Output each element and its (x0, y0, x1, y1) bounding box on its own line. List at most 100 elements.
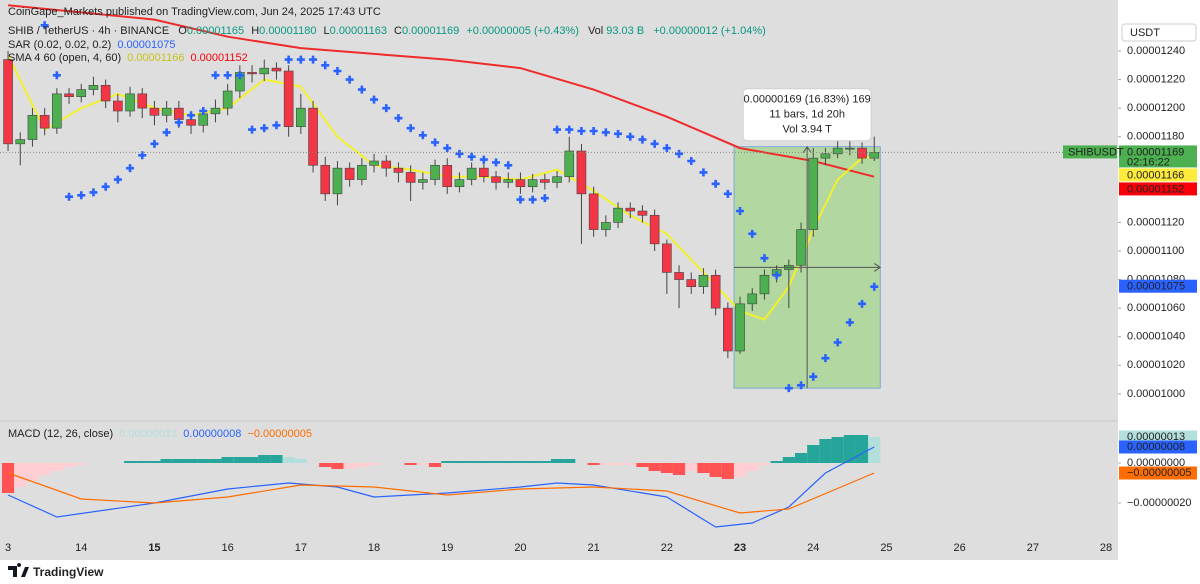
x-tick-label: 25 (880, 542, 892, 554)
candle-body (271, 67, 282, 72)
histogram-bar (648, 463, 661, 471)
sar-dot (711, 179, 720, 188)
histogram-bar (221, 457, 234, 463)
sar-dot (723, 189, 732, 198)
sar-dot (431, 138, 440, 147)
candle-body (466, 167, 477, 180)
candle-body (796, 229, 806, 266)
publisher: CoinGape_Markets published on TradingVie… (8, 6, 381, 18)
x-tick-label: 17 (295, 542, 307, 554)
symbol-tag (1063, 145, 1117, 159)
candle-body (149, 107, 160, 116)
sar-dot (370, 95, 379, 104)
price-tag-label: 0.00001152 (1127, 183, 1184, 195)
candle-body (479, 167, 489, 178)
sar-dot (467, 152, 476, 161)
sar-dot (809, 372, 818, 381)
ohlc-key: L (324, 25, 330, 37)
y-tick-label: 0.00001220 (1127, 73, 1185, 85)
histogram-bar (233, 457, 246, 463)
sar-dot (455, 149, 464, 158)
histogram-bar (197, 459, 210, 463)
histogram-bar (538, 461, 551, 463)
sar-dot (797, 381, 806, 390)
histogram-bar (636, 463, 649, 467)
histogram-bar (502, 461, 515, 463)
sar-dot (443, 144, 452, 153)
macd-tag-label: 0.00000013 (1127, 431, 1185, 443)
candle-body (723, 307, 733, 352)
sma-legend: SMA 4 60 (open, 4, 60) 0.00001166 0.000011… (8, 52, 248, 64)
histogram-bar (294, 459, 307, 463)
histogram-bar (685, 463, 698, 471)
histogram-bar (855, 435, 869, 463)
price-tag (1119, 182, 1197, 196)
histogram-bar (660, 463, 673, 473)
candle-body (601, 222, 611, 230)
candle-body (137, 93, 148, 109)
candle-body (674, 272, 684, 280)
candle-body (832, 147, 843, 155)
x-tick-label: 14 (75, 542, 87, 554)
y-tick-label: 0.00001240 (1127, 45, 1185, 57)
macd-title: MACD (12, 26, close) (8, 428, 113, 440)
sar-dot (784, 384, 793, 393)
sma-value: 0.00001166 (127, 52, 184, 64)
candle-body (161, 107, 172, 116)
sar-dot (540, 194, 549, 203)
macd-pane (1, 435, 881, 528)
candle-body (259, 67, 270, 75)
vol-change: +0.00000012 (+1.04%) (653, 25, 766, 37)
ohlc-key: H (251, 25, 259, 37)
candle-body (637, 210, 648, 216)
sma-name: SMA 4 60 (open, 4, 60) (8, 52, 121, 64)
candle-body (186, 119, 196, 126)
ohlc-key: C (394, 25, 402, 37)
sar-dot (345, 75, 354, 84)
sar-dot (675, 149, 684, 158)
histogram-bar (14, 463, 27, 487)
histogram-bar (50, 463, 63, 471)
sar-dot (162, 128, 171, 137)
histogram-bar (624, 463, 637, 465)
price-tag-label: 0.00001075 (1127, 281, 1185, 293)
candle-body (698, 274, 709, 288)
candle-body (283, 70, 294, 128)
x-tick-label: 27 (1027, 542, 1039, 554)
histogram-bar (672, 463, 686, 475)
sar-dot (601, 128, 610, 137)
sar-dot (736, 207, 745, 215)
sar-dot (284, 55, 293, 64)
sar-dot (845, 318, 854, 327)
candle-body (710, 274, 721, 309)
sar-dot (528, 195, 537, 204)
histogram-bar (721, 463, 734, 479)
candle-body (393, 167, 404, 173)
histogram-bar (441, 461, 454, 463)
candle-body (625, 207, 636, 212)
measure-arrows (734, 145, 882, 389)
candle-body (613, 207, 623, 223)
sar-dot (504, 161, 513, 170)
macd-legend: MACD (12, 26, close) 0.00000013 0.00000008… (8, 428, 312, 440)
x-tick-label: 21 (588, 542, 600, 554)
candle-body (198, 113, 209, 126)
sar-dot (748, 229, 757, 238)
x-tick-label: 15 (148, 542, 160, 554)
indicator-line (8, 4, 875, 178)
x-tick-label: 19 (441, 542, 453, 554)
histogram-bar (831, 437, 844, 463)
histogram-bar (343, 463, 356, 469)
sar-dot (638, 135, 647, 144)
change: +0.00000005 (+0.43%) (466, 25, 579, 37)
candle-body (405, 172, 416, 183)
candle-body (869, 152, 880, 159)
histogram-bar (258, 455, 271, 463)
price-tag-label: 0.00001169 (1127, 146, 1184, 158)
sar-dot (614, 129, 623, 138)
sar-dot (211, 71, 220, 80)
candle-body (515, 179, 526, 188)
histogram-bar (746, 463, 759, 471)
x-tick-label: 16 (222, 542, 234, 554)
candle-body (686, 279, 697, 288)
